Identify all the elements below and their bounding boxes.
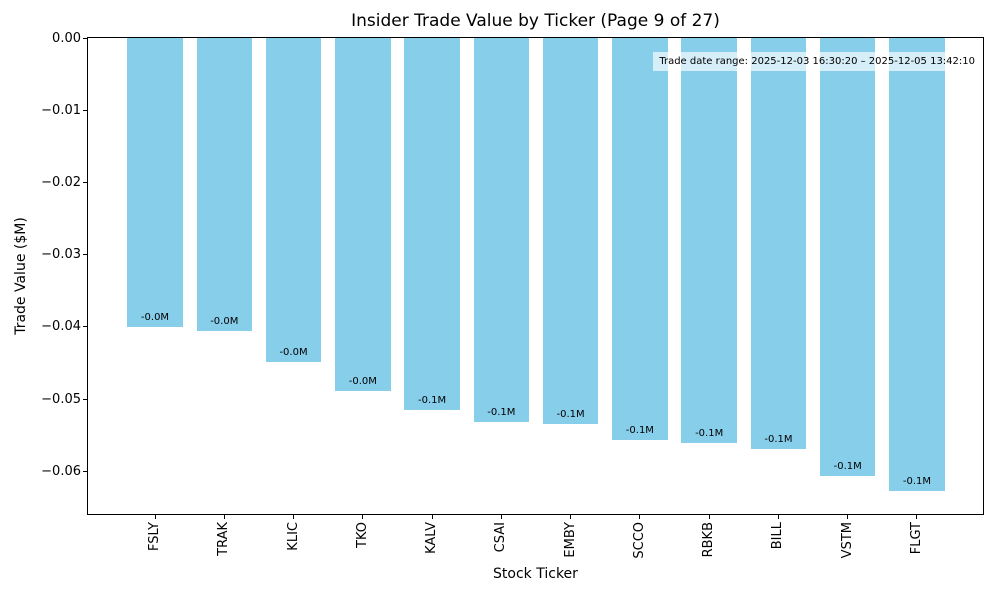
bar-value-label: -0.1M [764, 433, 793, 445]
x-tick-label: KLIC [285, 522, 301, 551]
y-tick-mark [83, 326, 87, 328]
y-tick-label: 0.00 [52, 30, 81, 46]
x-tick-label: TRAK [216, 522, 232, 556]
bar [681, 38, 737, 444]
plot-area: -0.0M -0.0M -0.0M -0.0M -0.1M -0.1M -0.1M -0.1M… [87, 37, 984, 515]
x-tick-label: FSLY [147, 522, 162, 551]
x-tick-mark [777, 515, 779, 519]
y-tick-label: −0.05 [41, 391, 81, 407]
x-tick-mark [293, 515, 295, 519]
y-tick-label: −0.04 [41, 319, 81, 335]
x-tick-mark [570, 515, 572, 519]
x-tick-label: KALV [424, 522, 440, 554]
x-tick-mark [500, 515, 502, 519]
bar [542, 38, 599, 424]
x-tick-label: SCCO [631, 522, 647, 559]
y-axis-label: Trade Value ($M) [13, 217, 29, 335]
x-tick-label: CSAI [493, 522, 509, 553]
y-tick-label: −0.01 [41, 102, 81, 118]
x-tick-mark [639, 515, 641, 519]
y-tick-mark [83, 181, 87, 183]
y-tick-mark [83, 470, 87, 472]
bar [473, 38, 530, 423]
x-tick-label: EMBY [562, 522, 578, 558]
bar [265, 38, 322, 362]
bar [335, 38, 391, 392]
bar [820, 38, 876, 476]
bar-value-label: -0.1M [902, 475, 932, 487]
bar [196, 38, 252, 332]
bar-value-label: -0.1M [418, 394, 447, 406]
bar-value-label: -0.1M [625, 425, 654, 437]
bar [404, 38, 460, 410]
x-tick-mark [223, 515, 225, 519]
x-tick-mark [708, 515, 710, 519]
y-tick-mark [83, 109, 87, 111]
x-tick-mark [431, 515, 433, 519]
bar-value-label: -0.0M [210, 316, 239, 328]
y-tick-label: −0.02 [41, 174, 81, 190]
y-tick-mark [83, 254, 87, 256]
x-tick-mark [847, 515, 849, 519]
bar [612, 38, 668, 441]
bar [750, 38, 807, 449]
y-tick-label: −0.06 [41, 463, 81, 479]
bars-layer: -0.0M -0.0M -0.0M -0.0M -0.1M -0.1M -0.1M -0.1M… [88, 38, 983, 514]
x-tick-label: VSTM [839, 522, 855, 559]
bar-value-label: -0.0M [279, 346, 308, 358]
bar-value-label: -0.0M [348, 376, 377, 388]
chart-title: Insider Trade Value by Ticker (Page 9 of… [351, 11, 720, 31]
bar-value-label: -0.0M [140, 311, 170, 323]
x-tick-label: BILL [770, 522, 786, 550]
bar-value-label: -0.1M [487, 407, 516, 419]
bar-value-label: -0.1M [695, 428, 724, 440]
x-tick-mark [362, 515, 364, 519]
y-tick-mark [83, 37, 87, 39]
y-tick-mark [83, 398, 87, 400]
x-tick-label: TKO [354, 522, 370, 548]
x-tick-label: RBKB [701, 522, 717, 558]
bar-value-label: -0.1M [833, 460, 862, 472]
x-tick-mark [916, 515, 918, 519]
x-tick-mark [154, 515, 156, 519]
bar-value-label: -0.1M [556, 408, 585, 420]
x-axis-label: Stock Ticker [493, 566, 578, 582]
bar [889, 38, 945, 491]
annotation-box: Trade date range: 2025-12-03 16:30:20 – … [653, 52, 981, 71]
bar [127, 38, 183, 327]
x-tick-label: FLGT [908, 522, 924, 555]
y-tick-label: −0.03 [41, 247, 81, 263]
